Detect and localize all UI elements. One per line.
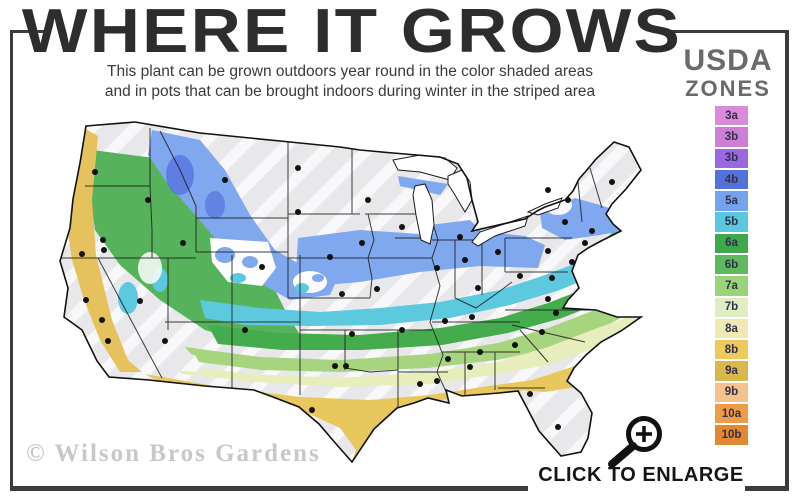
legend-zone-4b: 4b — [715, 169, 748, 190]
legend-zone-8b: 8b — [715, 340, 748, 360]
city-dots — [79, 165, 615, 430]
legend-zone-9a: 9a — [715, 361, 748, 381]
legend-zone-7a: 7a — [715, 276, 748, 296]
legend-zone-7b: 7b — [715, 297, 748, 317]
legend-zone-10b: 10b — [715, 425, 748, 445]
subtitle-line-2: and in pots that can be brought indoors … — [104, 83, 596, 101]
legend-zone-6b: 6b — [715, 254, 748, 275]
legend-zone-9b: 9b — [715, 382, 748, 403]
frame-border-left — [10, 30, 13, 491]
legend-title-zones: ZONES — [685, 76, 771, 101]
subtitle-line-1: This plant can be grown outdoors year ro… — [107, 63, 593, 80]
legend-zone-list: 3a 3b 3b 4b 5a 5b 6a 6b 7a 7b 8a 8b 9a 9b 10a 10b — [715, 106, 748, 447]
page-title: WHERE IT GROWS — [21, 0, 683, 66]
legend-title: USDA ZONES — [666, 46, 790, 100]
frame-border-top-right — [652, 30, 789, 33]
zone-shading — [60, 122, 641, 462]
legend-zone-3b: 3b — [715, 127, 748, 147]
watermark: © Wilson Bros Gardens — [26, 440, 321, 467]
legend-zone-5b: 5b — [715, 212, 748, 232]
frame-border-bottom-right — [745, 486, 789, 491]
legend-zone-3a: 3a — [715, 106, 748, 126]
frame-border-bottom-left — [10, 486, 528, 491]
subtitle: This plant can be grown outdoors year ro… — [0, 62, 700, 103]
magnifier-icon[interactable] — [598, 406, 682, 470]
legend-zone-6a: 6a — [715, 233, 748, 254]
legend-zone-8a: 8a — [715, 318, 748, 339]
legend-zone-5a: 5a — [715, 191, 748, 211]
click-to-enlarge-button[interactable]: CLICK TO ENLARGE — [538, 464, 744, 486]
legend-zone-3b: 3b — [715, 148, 748, 168]
frame-border-top-left — [10, 30, 46, 33]
legend-title-usda: USDA — [683, 44, 773, 77]
usda-zone-map[interactable] — [18, 108, 673, 483]
frame-border-right — [785, 30, 789, 491]
legend-zone-10a: 10a — [715, 403, 748, 424]
